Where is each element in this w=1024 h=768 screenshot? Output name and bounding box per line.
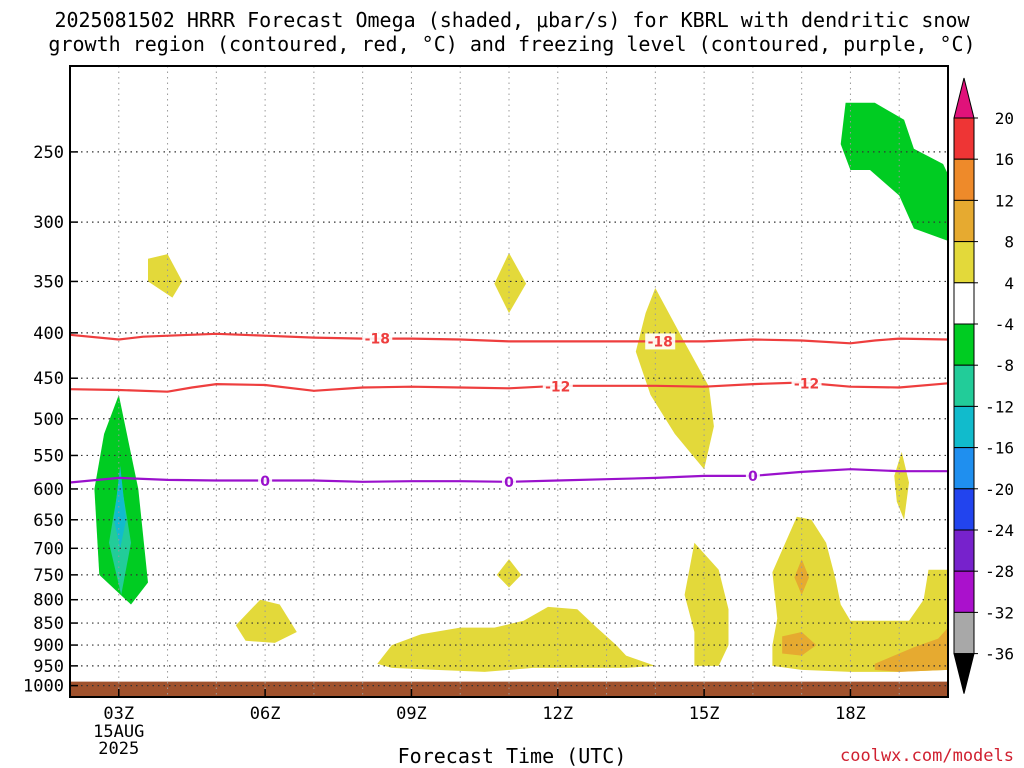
x-tick-label: 15Z	[689, 704, 720, 724]
omega-region	[113, 465, 127, 549]
x-axis-label: Forecast Time (UTC)	[397, 744, 627, 768]
colorbar-label: -28	[985, 562, 1014, 581]
colorbar-segment	[953, 282, 975, 325]
colorbar-top-arrow	[953, 77, 975, 119]
x-tick-label: 09Z	[396, 704, 427, 724]
surface-bar	[70, 681, 948, 697]
chart-title-line-1: 2025081502 HRRR Forecast Omega (shaded, …	[54, 8, 970, 32]
omega-region	[840, 102, 948, 241]
omega-region	[874, 627, 948, 672]
y-tick-label: 350	[33, 272, 64, 292]
colorbar-label: 4	[1004, 274, 1014, 293]
colorbar-label: -36	[985, 645, 1014, 664]
y-tick-label: 900	[33, 636, 64, 656]
contour-label-bg	[745, 467, 760, 484]
colorbar-label: -12	[985, 397, 1014, 416]
colorbar-segment	[953, 364, 975, 407]
y-tick-label: 650	[33, 511, 64, 531]
omega-region	[772, 516, 948, 672]
y-tick-label: 1000	[23, 677, 64, 697]
omega-region	[635, 288, 714, 470]
x-tick-label: 03Z	[103, 704, 134, 724]
colorbar-segment	[953, 529, 975, 572]
contour-label: -12	[794, 376, 819, 392]
y-tick-label: 550	[33, 446, 64, 466]
y-tick-label: 500	[33, 410, 64, 430]
contour-label-bg	[542, 378, 573, 395]
colorbar-label: 12	[995, 191, 1014, 210]
colorbar-segment	[953, 199, 975, 243]
y-tick-label: 750	[33, 566, 64, 586]
x-tick-label: 12Z	[542, 704, 573, 724]
contour-label: -12	[545, 380, 570, 396]
chart-title-line-2: growth region (contoured, red, °C) and f…	[48, 32, 976, 56]
omega-region	[235, 599, 297, 643]
colorbar-segment	[953, 241, 975, 284]
omega-region	[148, 254, 183, 298]
colorbar-segment	[953, 323, 975, 366]
colorbar-segment	[953, 117, 975, 160]
temperature-contours: -18 -18 -12 -12 0 0 0	[69, 330, 949, 491]
plot-frame	[69, 65, 949, 698]
contour--18-line	[69, 332, 949, 345]
colorbar-label: -20	[985, 480, 1014, 499]
contour-label: 0	[504, 475, 514, 491]
omega-region	[794, 559, 809, 595]
colorbar-segment	[953, 405, 975, 449]
omega-region	[894, 451, 909, 520]
contour-label-bg	[362, 330, 393, 347]
colorbar-label: 16	[995, 150, 1014, 169]
colorbar-bottom-arrow	[953, 653, 975, 694]
colorbar-segment	[953, 488, 975, 531]
contour-label: -18	[365, 332, 390, 348]
contour-label-bg	[791, 375, 822, 392]
colorbar-segment	[953, 611, 975, 655]
y-tick-label: 850	[33, 614, 64, 634]
x-tick-label: 18Z	[835, 704, 866, 724]
y-tick-label: 250	[33, 143, 64, 163]
contour-label: 0	[748, 469, 758, 485]
colorbar-label: -8	[995, 356, 1014, 375]
colorbar-segment	[953, 158, 975, 201]
omega-shaded-regions	[94, 102, 948, 672]
contour-label-bg	[258, 473, 273, 490]
y-axis-ticks: 2503003504004505005506006507007508008509…	[23, 143, 78, 697]
colorbar-label: -16	[985, 439, 1014, 458]
omega-region	[782, 632, 817, 656]
credit-link[interactable]: coolwx.com/models	[840, 746, 1014, 766]
y-tick-label: 600	[33, 480, 64, 500]
colorbar-label: -32	[985, 603, 1014, 622]
x-tick-label: 06Z	[250, 704, 281, 724]
y-tick-label: 700	[33, 539, 64, 559]
x-tick-date-label: 2025	[98, 739, 139, 759]
omega-region	[494, 252, 527, 314]
y-tick-label: 450	[33, 369, 64, 389]
omega-region	[684, 542, 729, 666]
y-tick-label: 800	[33, 591, 64, 611]
colorbar-label: -4	[995, 315, 1014, 334]
contour-label: 0	[260, 474, 270, 490]
omega-region	[377, 606, 656, 672]
colorbar: 20 16 12 8 4 -4 -8 -12 -16 -20 -24 -28 -32 -36	[953, 77, 1014, 694]
y-tick-label: 300	[33, 213, 64, 233]
colorbar-label: 20	[995, 109, 1014, 128]
colorbar-segment	[953, 447, 975, 490]
y-tick-label: 950	[33, 657, 64, 677]
contour-label-bg	[645, 333, 676, 350]
y-tick-label: 400	[33, 324, 64, 344]
colorbar-label: 8	[1004, 233, 1014, 252]
surface-ground-bar	[70, 681, 948, 697]
contour-label: -18	[648, 334, 673, 350]
colorbar-label: -24	[985, 521, 1014, 540]
grid-lines	[70, 66, 948, 697]
contour-label-bg	[502, 473, 516, 490]
colorbar-segment	[953, 570, 975, 613]
x-tick-date-label: 15AUG	[93, 722, 144, 742]
